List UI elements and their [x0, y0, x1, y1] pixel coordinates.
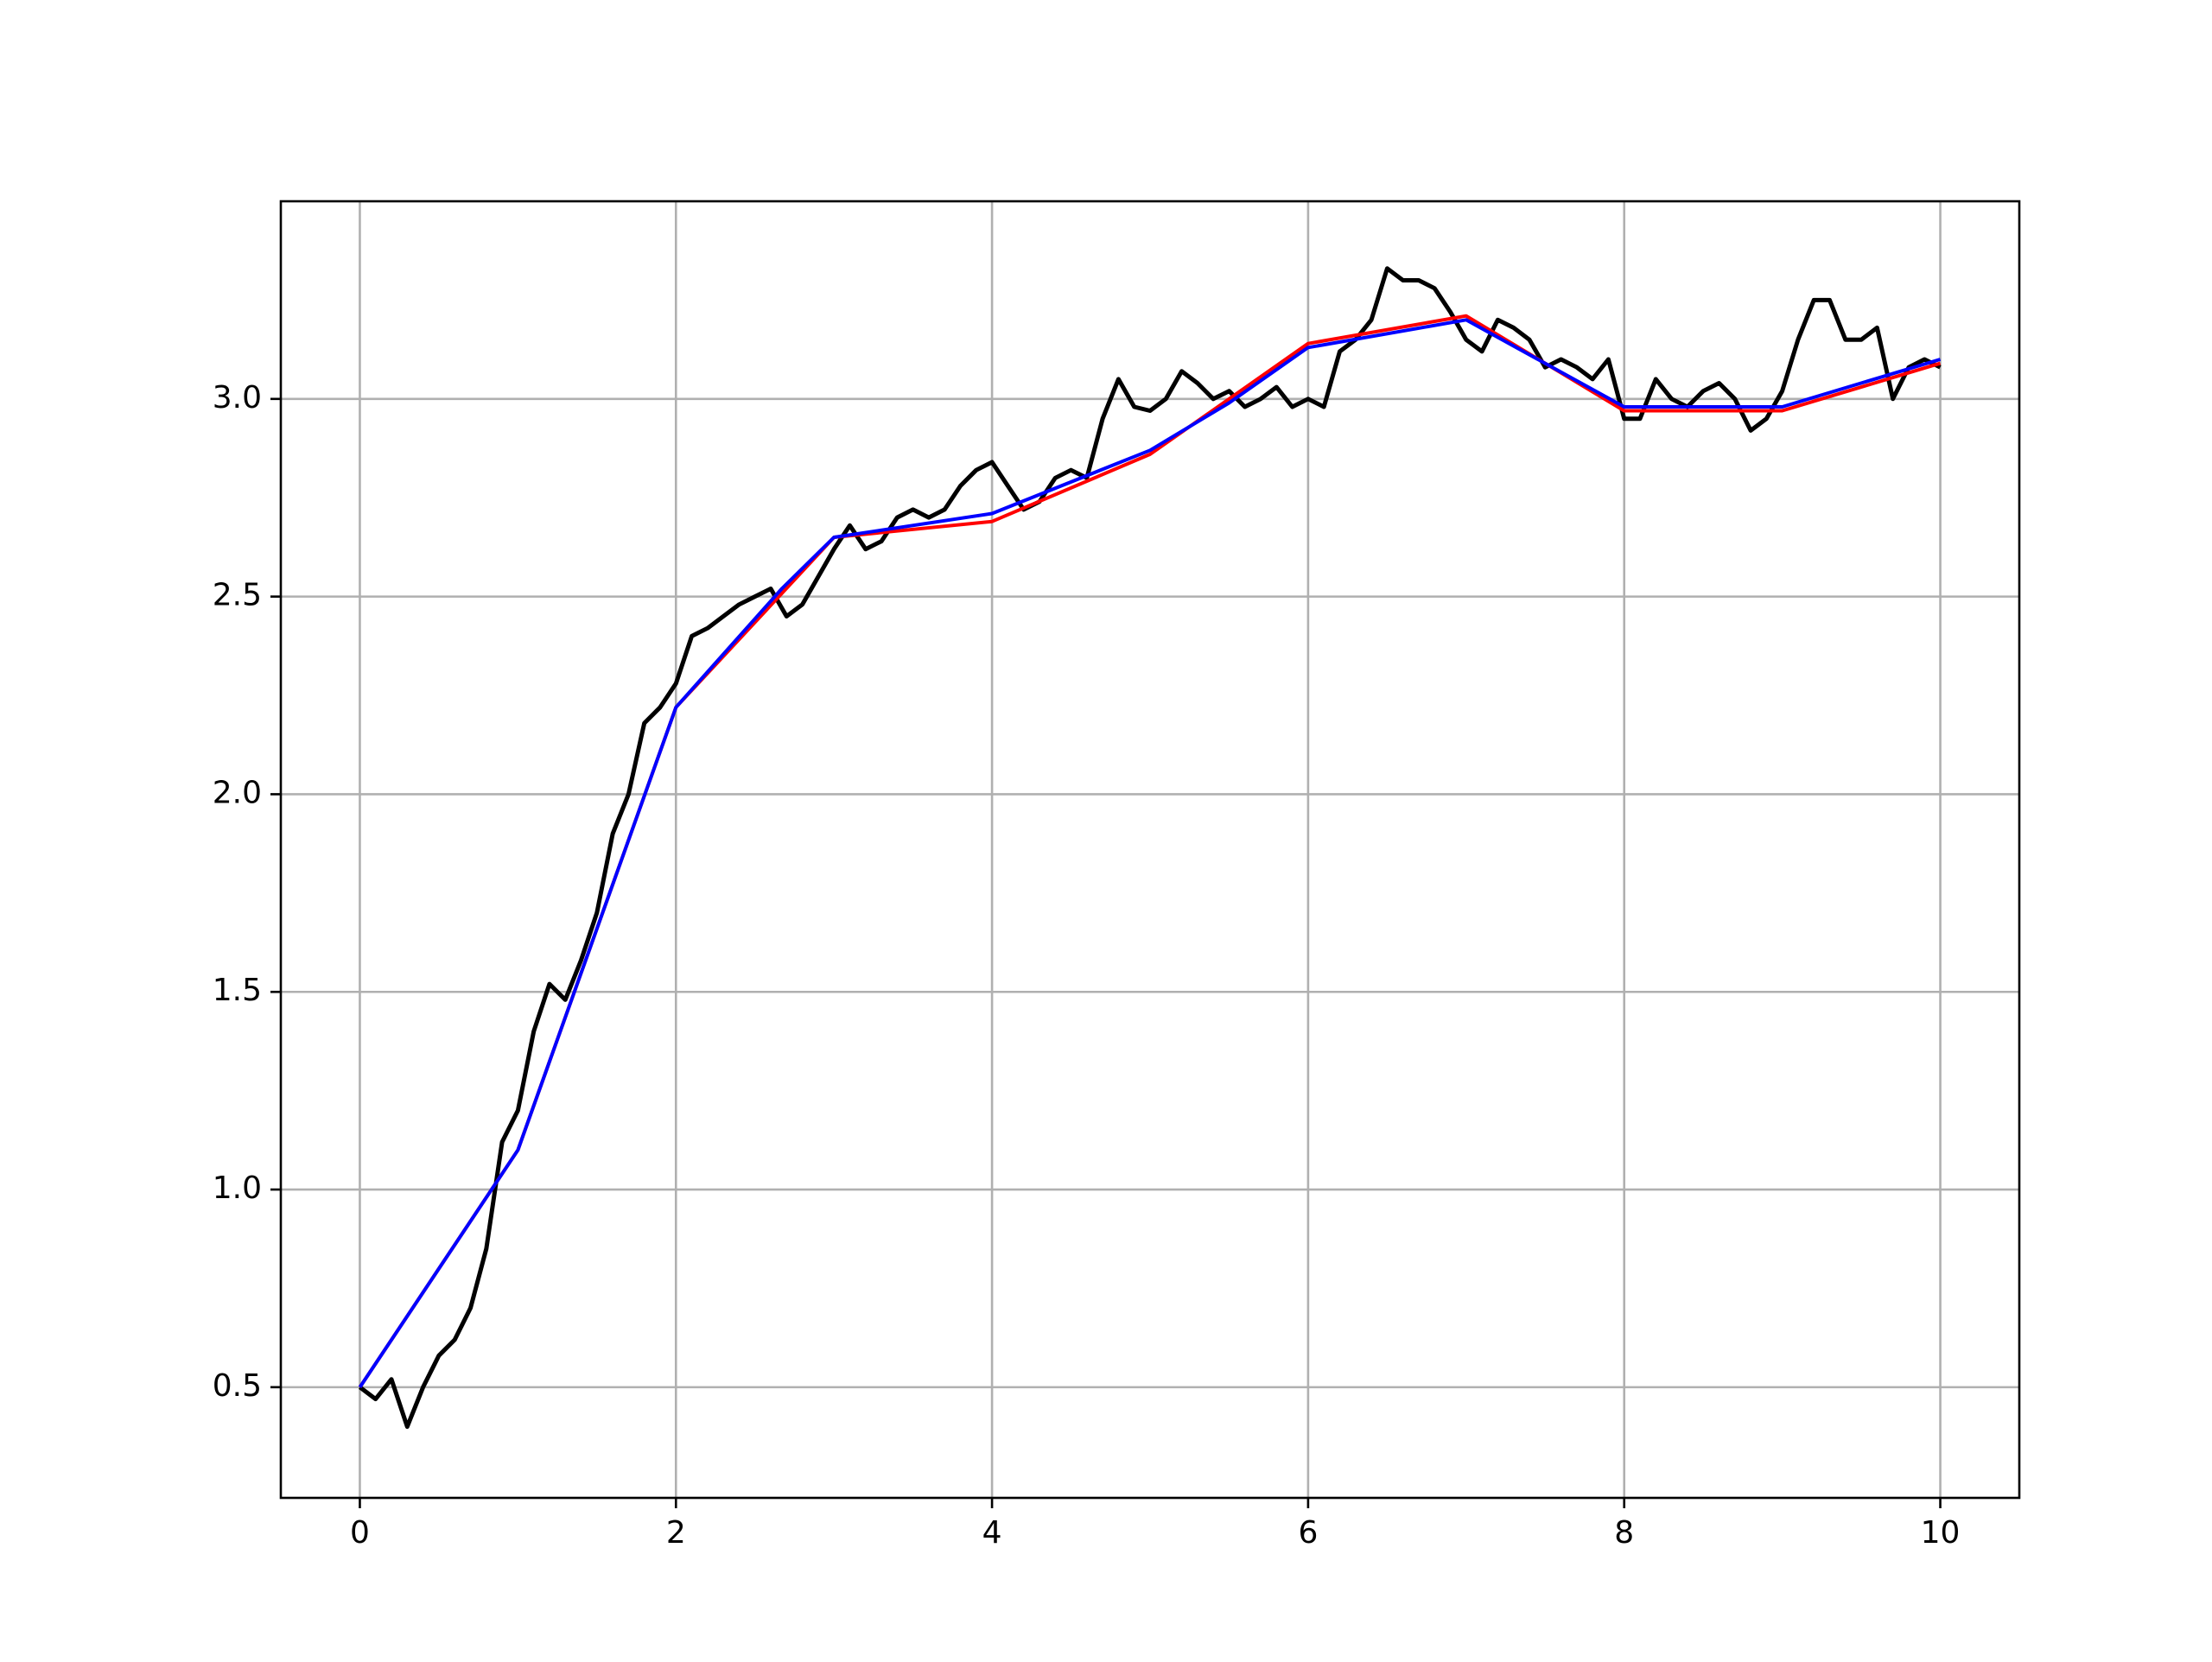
y-tick-label: 3.0 [213, 380, 262, 416]
x-tick-label: 10 [1921, 1515, 1961, 1551]
x-tick-label: 8 [1614, 1515, 1634, 1551]
y-tick-label: 2.0 [213, 775, 262, 810]
y-tick-label: 0.5 [213, 1368, 262, 1404]
y-tick-label: 1.5 [213, 973, 262, 1008]
series-line [358, 314, 1942, 1389]
series-line [358, 318, 1942, 1389]
y-tick-label: 1.0 [213, 1170, 262, 1206]
y-tick-label: 2.5 [213, 578, 262, 613]
x-tick-label: 0 [350, 1515, 370, 1551]
series-line [358, 266, 1942, 1430]
x-tick-label: 6 [1298, 1515, 1318, 1551]
x-tick-label: 4 [982, 1515, 1002, 1551]
x-tick-label: 2 [666, 1515, 686, 1551]
plot-frame [279, 200, 2021, 1500]
